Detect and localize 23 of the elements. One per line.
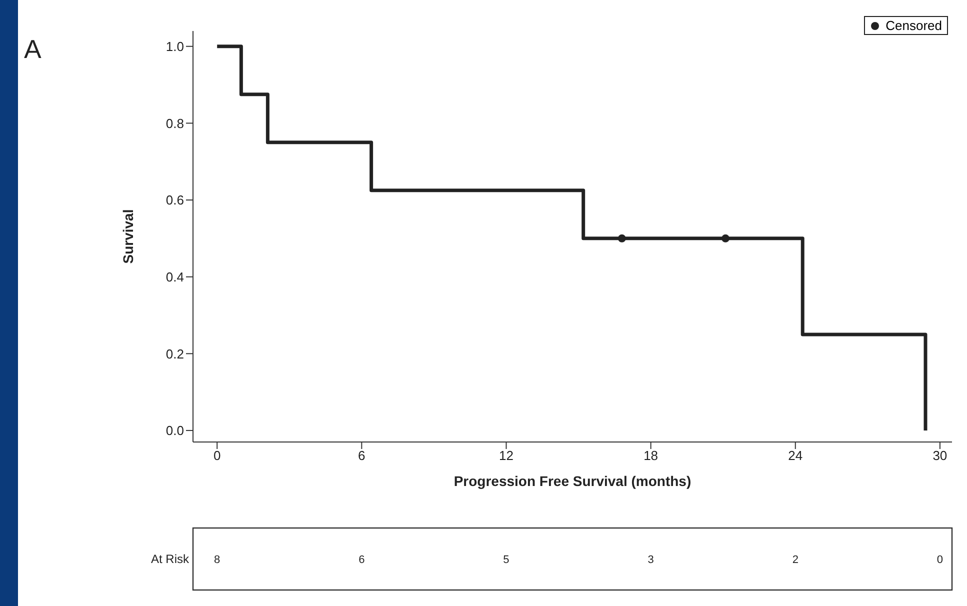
category-label: 3 [648, 554, 654, 566]
x-tick-label: 0 [213, 448, 221, 464]
x-tick-label: 18 [644, 448, 658, 464]
category-label: 0 [936, 554, 944, 566]
x-tick-label: 24 [788, 448, 803, 464]
x-axis-title: Progression Free Survival (months) [454, 473, 692, 489]
x-tick-label: 30 [932, 448, 948, 464]
legend-label: Censored [886, 18, 942, 33]
category-label: 5 [503, 554, 510, 566]
y-tick-label: 0.6 [166, 192, 184, 208]
y-tick-label: 1.0 [166, 38, 184, 54]
y-tick-label: 0.4 [166, 269, 184, 284]
category-label: 2 [792, 554, 798, 566]
category-label: 8 [214, 554, 220, 566]
y-axis-title: Survival [120, 209, 136, 264]
text: A [24, 34, 42, 65]
x-tick-label: 12 [499, 448, 514, 464]
category-label: 6 [358, 554, 365, 566]
y-tick-label: 0.2 [166, 346, 184, 362]
y-tick-label: 0.8 [166, 116, 184, 131]
y-tick-label: 0.0 [166, 423, 184, 438]
x-tick-label: 6 [358, 448, 366, 464]
text: At Risk [150, 552, 190, 566]
